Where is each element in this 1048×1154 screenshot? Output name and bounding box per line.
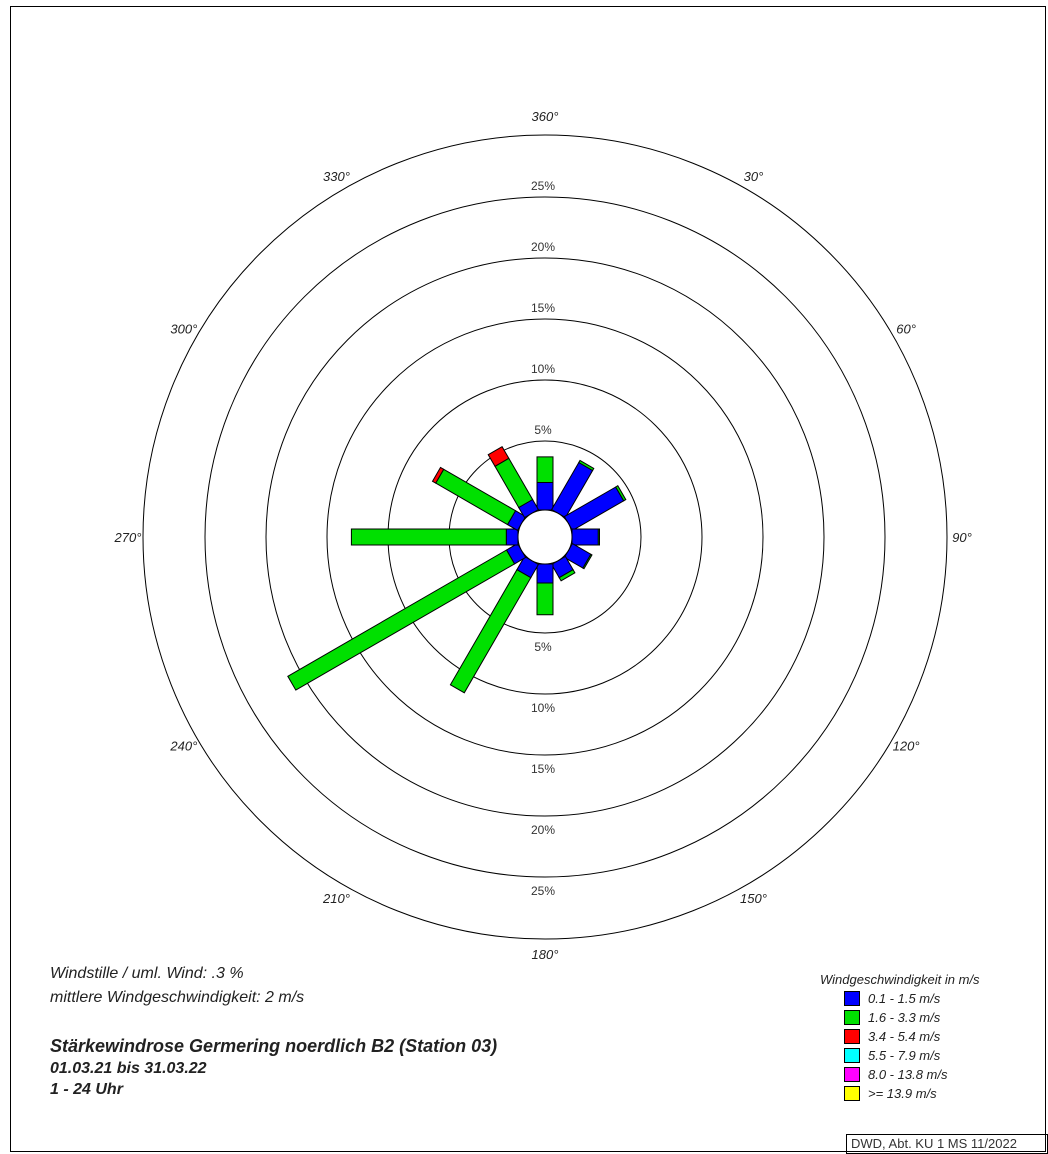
legend-swatch — [844, 1029, 860, 1044]
speed-legend: Windgeschwindigkeit in m/s 0.1 - 1.5 m/s… — [820, 972, 980, 1103]
legend-item: >= 13.9 m/s — [844, 1084, 980, 1103]
wind-rose: 5% 10% 15% 20% 25% 5% 10% 15% 20% 25% 360° 30° 60° 90… — [114, 109, 972, 960]
ring-label-lower: 20% — [531, 823, 555, 837]
legend-label: 5.5 - 7.9 m/s — [868, 1048, 941, 1063]
chart-frame — [10, 6, 1046, 1152]
ring-label-lower: 5% — [534, 640, 552, 654]
legend-swatch — [844, 1067, 860, 1082]
legend-swatch — [844, 1010, 860, 1025]
legend-item: 0.1 - 1.5 m/s — [844, 989, 980, 1008]
ring-label-upper: 25% — [531, 179, 555, 193]
legend-swatch — [844, 1048, 860, 1063]
bar-180deg-bin2 — [536, 582, 554, 616]
mean-wind-speed-text: mittlere Windgeschwindigkeit: 2 m/s — [50, 989, 305, 1006]
bar-30deg-bin2 — [578, 459, 595, 472]
bar-90deg-bin1 — [571, 528, 599, 546]
direction-label: 90° — [952, 530, 972, 545]
calm-wind-text: Windstille / uml. Wind: .3 % — [50, 965, 244, 982]
ring-label-lower: 15% — [531, 762, 555, 776]
direction-label: 240° — [169, 739, 197, 754]
bar-180deg-bin1 — [536, 563, 554, 584]
bar-300deg-bin3 — [431, 466, 445, 484]
ring-15pct — [326, 318, 764, 756]
bar-270deg-bin2 — [350, 528, 507, 546]
direction-label: 150° — [740, 891, 767, 906]
legend-label: 0.1 - 1.5 m/s — [868, 991, 941, 1006]
direction-label: 360° — [532, 109, 559, 124]
chart-title: Stärkewindrose Germering noerdlich B2 (S… — [50, 1036, 498, 1056]
ring-25pct — [204, 196, 886, 878]
bar-270deg-bin1 — [505, 528, 519, 546]
bar-0deg-bin2 — [536, 456, 554, 483]
legend-item: 5.5 - 7.9 m/s — [844, 1046, 980, 1065]
bar-330deg-bin3 — [487, 446, 510, 467]
bar-210deg-bin2 — [449, 569, 532, 694]
direction-label: 270° — [114, 530, 142, 545]
legend-item: 8.0 - 13.8 m/s — [844, 1065, 980, 1084]
legend-label: >= 13.9 m/s — [868, 1086, 937, 1101]
bar-240deg-bin2 — [287, 549, 516, 691]
ring-label-upper: 10% — [531, 362, 555, 376]
legend-title: Windgeschwindigkeit in m/s — [820, 972, 980, 987]
legend-label: 1.6 - 3.3 m/s — [868, 1010, 941, 1025]
direction-label: 330° — [323, 169, 350, 184]
calm-circle — [517, 509, 573, 565]
legend-rows: 0.1 - 1.5 m/s 1.6 - 3.3 m/s 3.4 - 5.4 m/s 5… — [820, 989, 980, 1103]
credit-box: DWD, Abt. KU 1 MS 11/2022 — [846, 1134, 1048, 1154]
direction-label: 210° — [322, 891, 350, 906]
legend-label: 8.0 - 13.8 m/s — [868, 1067, 948, 1082]
outer-circle — [142, 134, 948, 940]
bar-330deg-bin2 — [494, 457, 534, 509]
ring-label-upper: 20% — [531, 240, 555, 254]
hours-range: 1 - 24 Uhr — [50, 1081, 123, 1098]
legend-swatch — [844, 991, 860, 1006]
bar-0deg-bin1 — [536, 482, 554, 511]
bar-150deg-bin2 — [558, 569, 576, 582]
ring-label-lower: 25% — [531, 884, 555, 898]
ring-label-upper: 5% — [534, 423, 552, 437]
bar-120deg-bin2 — [582, 553, 593, 570]
ring-20pct — [265, 257, 825, 817]
direction-label: 180° — [532, 947, 559, 960]
legend-swatch — [844, 1086, 860, 1101]
ring-label-upper: 15% — [531, 301, 555, 315]
direction-label: 120° — [893, 739, 920, 754]
legend-item: 3.4 - 5.4 m/s — [844, 1027, 980, 1046]
direction-label: 300° — [170, 322, 197, 337]
legend-item: 1.6 - 3.3 m/s — [844, 1008, 980, 1027]
direction-label: 30° — [744, 169, 764, 184]
bar-60deg-bin2 — [615, 485, 627, 502]
bar-90deg-bin2 — [597, 528, 600, 546]
direction-label: 60° — [896, 322, 916, 337]
date-range: 01.03.21 bis 31.03.22 — [50, 1060, 207, 1077]
ring-label-lower: 10% — [531, 701, 555, 715]
legend-label: 3.4 - 5.4 m/s — [868, 1029, 941, 1044]
